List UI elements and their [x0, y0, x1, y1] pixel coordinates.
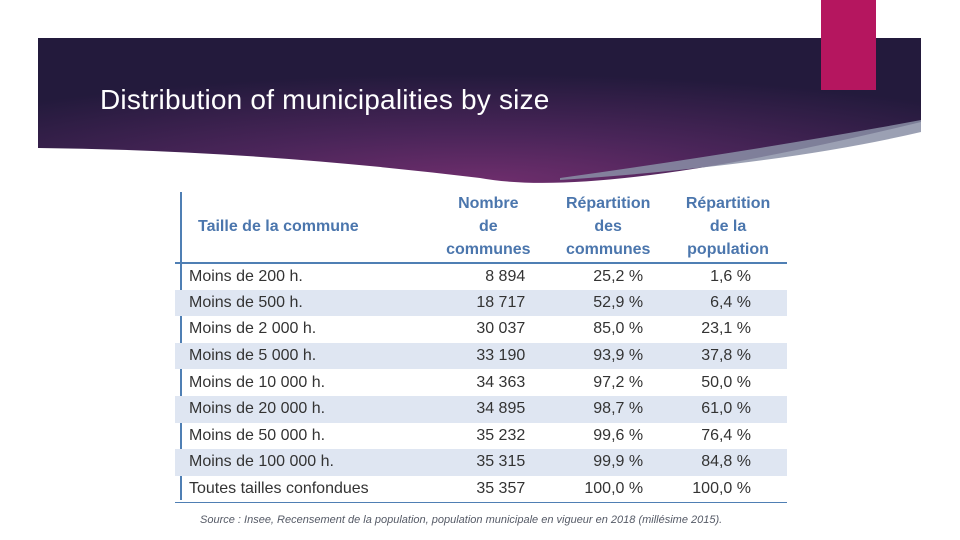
cell-size: Moins de 10 000 h.	[189, 373, 326, 391]
cell-share-population: 76,4 %	[701, 426, 751, 444]
cell-share-population: 23,1 %	[701, 320, 751, 338]
cell-share-communes: 25,2 %	[593, 267, 644, 285]
cell-count: 35 315	[429, 449, 548, 476]
cell-share-communes: 93,9 %	[547, 342, 670, 370]
cell-count: 35 357	[429, 475, 548, 503]
table-row: Moins de 50 000 h. 35 232 99,6 % 76,4 %	[175, 423, 787, 450]
cell-share-communes: 98,7 %	[547, 395, 670, 423]
cell-share-communes: 99,6 %	[593, 426, 644, 444]
cell-share-communes: 100,0 %	[547, 475, 670, 503]
banner-shape	[38, 38, 921, 183]
header-share-population: Répartition de la population	[669, 190, 787, 264]
source-note: Source : Insee, Recensement de la popula…	[200, 514, 723, 526]
cell-share-population: 61,0 %	[669, 395, 787, 423]
cell-share-communes: 97,2 %	[593, 373, 644, 391]
cell-size: Moins de 200 h.	[189, 267, 303, 285]
table-row: Moins de 200 h. 8 894 25,2 % 1,6 %	[175, 263, 787, 290]
cell-share-population: 84,8 %	[669, 449, 787, 476]
table-row: Moins de 100 000 h. 35 315 99,9 % 84,8 %	[175, 449, 787, 476]
header-share-communes: Répartition des communes	[547, 190, 670, 264]
cell-size: Moins de 50 000 h.	[189, 426, 326, 444]
cell-count: 34 895	[429, 395, 548, 423]
cell-count: 8 894	[485, 267, 526, 285]
table-row: Moins de 2 000 h. 30 037 85,0 % 23,1 %	[175, 316, 787, 343]
slide-title: Distribution of municipalities by size	[100, 84, 550, 115]
cell-size: Toutes tailles confondues	[175, 475, 430, 503]
municipalities-table: Taille de la commune Nombre de communes …	[175, 190, 787, 503]
cell-share-communes: 52,9 %	[547, 289, 670, 317]
title-banner	[38, 38, 921, 183]
header-size: Taille de la commune	[175, 190, 430, 264]
cell-share-communes: 85,0 %	[593, 320, 644, 338]
cell-share-population: 50,0 %	[701, 373, 751, 391]
cell-size: Moins de 5 000 h.	[175, 342, 430, 370]
table-row: Moins de 20 000 h. 34 895 98,7 % 61,0 %	[175, 395, 787, 423]
table-row: Moins de 5 000 h. 33 190 93,9 % 37,8 %	[175, 342, 787, 370]
cell-share-population: 1,6 %	[710, 267, 751, 285]
table-header-row: Taille de la commune Nombre de communes …	[175, 190, 787, 264]
cell-count: 18 717	[429, 289, 548, 317]
cell-size: Moins de 20 000 h.	[175, 395, 430, 423]
cell-count: 30 037	[476, 320, 526, 338]
cell-share-population: 100,0 %	[669, 475, 787, 503]
banner-swoosh	[560, 120, 921, 180]
data-table-container: Taille de la commune Nombre de communes …	[175, 190, 787, 503]
cell-size: Moins de 2 000 h.	[189, 320, 317, 338]
cell-size: Moins de 500 h.	[175, 289, 430, 317]
cell-size: Moins de 100 000 h.	[175, 449, 430, 476]
table-row-total: Toutes tailles confondues 35 357 100,0 %…	[175, 475, 787, 503]
cell-count: 35 232	[476, 426, 526, 444]
cell-count: 34 363	[476, 373, 526, 391]
accent-tab	[821, 0, 876, 90]
cell-count: 33 190	[429, 342, 548, 370]
table-row: Moins de 500 h. 18 717 52,9 % 6,4 %	[175, 289, 787, 317]
cell-share-population: 37,8 %	[669, 342, 787, 370]
table-row: Moins de 10 000 h. 34 363 97,2 % 50,0 %	[175, 369, 787, 396]
cell-share-communes: 99,9 %	[547, 449, 670, 476]
cell-share-population: 6,4 %	[669, 289, 787, 317]
header-count: Nombre de communes	[429, 190, 548, 264]
